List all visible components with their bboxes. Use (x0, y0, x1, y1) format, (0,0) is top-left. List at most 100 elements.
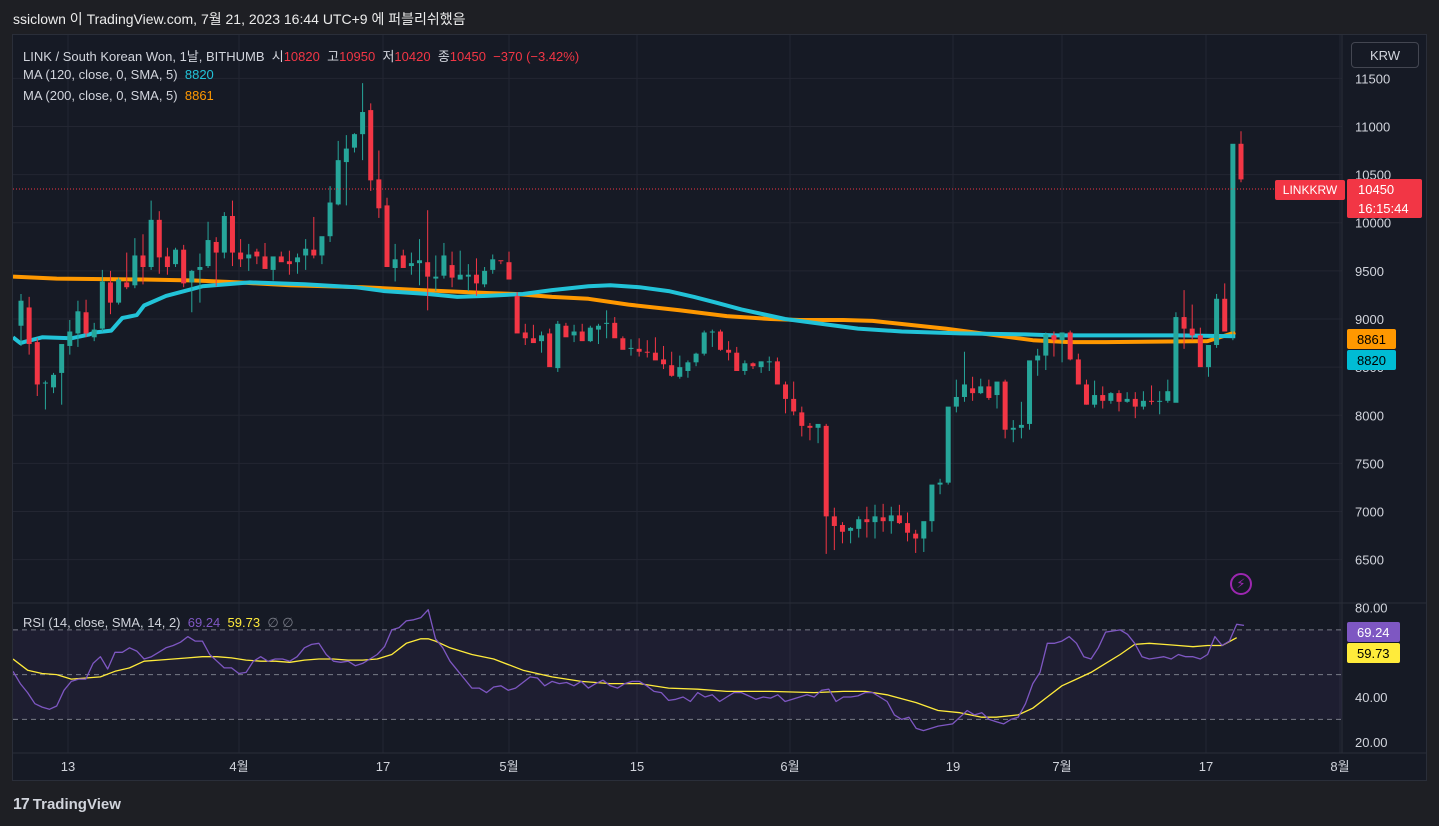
candle (823, 423, 829, 554)
candle (636, 338, 642, 357)
candle (319, 236, 325, 265)
candle (815, 423, 821, 444)
candle (254, 248, 260, 265)
rsi-ma-value: 59.73 (227, 615, 261, 630)
candle (953, 379, 959, 413)
candle-body (758, 361, 764, 368)
time-tick-label: 5월 (499, 759, 518, 774)
candle-body (360, 112, 366, 135)
symbol-tag-bg (1275, 180, 1345, 200)
chart-frame[interactable]: 6500700075008000850090009500100001050011… (12, 34, 1427, 781)
candle (970, 376, 976, 401)
low-value: 10420 (394, 49, 431, 64)
candle (221, 212, 227, 259)
rsi-legend[interactable]: RSI (14, close, SMA, 14, 2) 69.24 59.73 … (23, 615, 294, 631)
rsi-tick-label: 20.00 (1355, 735, 1388, 750)
candle-body (937, 482, 943, 485)
time-tick-label: 19 (946, 759, 960, 774)
candle-body (246, 254, 252, 259)
time-tick-label: 4월 (229, 759, 248, 774)
candle-body (986, 386, 992, 398)
candle (774, 357, 780, 385)
candle (880, 503, 886, 532)
candle-body (1075, 359, 1081, 385)
candle (604, 310, 610, 339)
lightning-icon[interactable]: ⚡ (1230, 573, 1252, 595)
candle-body (18, 300, 24, 326)
candle (67, 319, 73, 355)
candle (124, 252, 130, 290)
candle-body (905, 523, 911, 533)
candle-body (506, 262, 512, 280)
candle-body (1132, 398, 1138, 407)
candle-body (303, 248, 309, 256)
time-tick-label: 7월 (1052, 759, 1071, 774)
candle (1075, 353, 1081, 385)
candle-body (140, 255, 146, 268)
candle-body (701, 332, 707, 354)
ma120-value: 8820 (184, 67, 214, 82)
candle (425, 210, 431, 311)
candle-body (490, 259, 496, 270)
candle-body (693, 353, 699, 363)
candle (555, 320, 561, 372)
chart-canvas[interactable]: 6500700075008000850090009500100001050011… (13, 35, 1427, 781)
candle-body (685, 362, 691, 371)
candle (530, 324, 536, 344)
candle (652, 337, 658, 361)
candle (929, 484, 935, 532)
candle (742, 360, 748, 375)
candle (612, 317, 618, 339)
candle-body (107, 282, 113, 303)
candle-body (1108, 393, 1114, 401)
ma120-legend[interactable]: MA (120, close, 0, SMA, 5) 8820 (23, 67, 214, 82)
candle (872, 504, 878, 539)
candle-body (1140, 400, 1146, 407)
candle-body (913, 533, 919, 539)
candle (1027, 360, 1033, 430)
price-tick-label: 11000 (1355, 119, 1390, 134)
candle-body (1230, 143, 1236, 332)
candle-body (221, 215, 227, 253)
candle (701, 330, 707, 356)
ma200-legend[interactable]: MA (200, close, 0, SMA, 5) 8861 (23, 88, 214, 103)
time-tick-label: 17 (376, 759, 390, 774)
candle-body (311, 249, 317, 256)
candle-body (807, 425, 813, 428)
candle (238, 239, 244, 268)
tradingview-logo[interactable]: 17 TradingView (13, 796, 121, 814)
tradingview-logo-mark: 17 (13, 796, 30, 813)
candle-body (156, 219, 162, 258)
candle (408, 252, 414, 275)
last-price-tag: 10450 (1358, 182, 1394, 197)
candle-body (839, 525, 845, 532)
currency-button[interactable]: KRW (1351, 42, 1419, 68)
time-tick-label: 8월 (1330, 759, 1349, 774)
candle-body (864, 519, 870, 523)
price-tick-label: 10500 (1355, 168, 1391, 183)
candle-body (880, 517, 886, 522)
candle (677, 355, 683, 379)
candle-body (726, 349, 732, 353)
time-tick-label: 6월 (780, 759, 799, 774)
candle-body (295, 257, 301, 263)
rsi-ma-line (13, 637, 1238, 718)
price-tags: LINKKRW 10450 16:15:44 8861 8820 69.24 5… (1275, 179, 1422, 663)
candle-body (1010, 427, 1016, 430)
publish-caption-bar: ssiclown 이 TradingView.com, 7월 21, 2023 … (0, 0, 1439, 34)
candle (758, 361, 764, 373)
candle-body (555, 323, 561, 369)
candle (173, 247, 179, 268)
time-axis: 13 4월 17 5월 15 6월 19 7월 17 8월 (61, 759, 1350, 774)
candle (1051, 331, 1057, 357)
candle (51, 372, 57, 394)
candle (799, 406, 805, 437)
candle-body (514, 295, 520, 334)
price-tick-label: 11500 (1355, 71, 1390, 86)
candle (107, 270, 113, 315)
candle (1108, 392, 1114, 404)
candle (563, 322, 569, 338)
candle-body (1100, 395, 1106, 401)
candle-body (734, 352, 740, 371)
candle (1173, 312, 1179, 403)
